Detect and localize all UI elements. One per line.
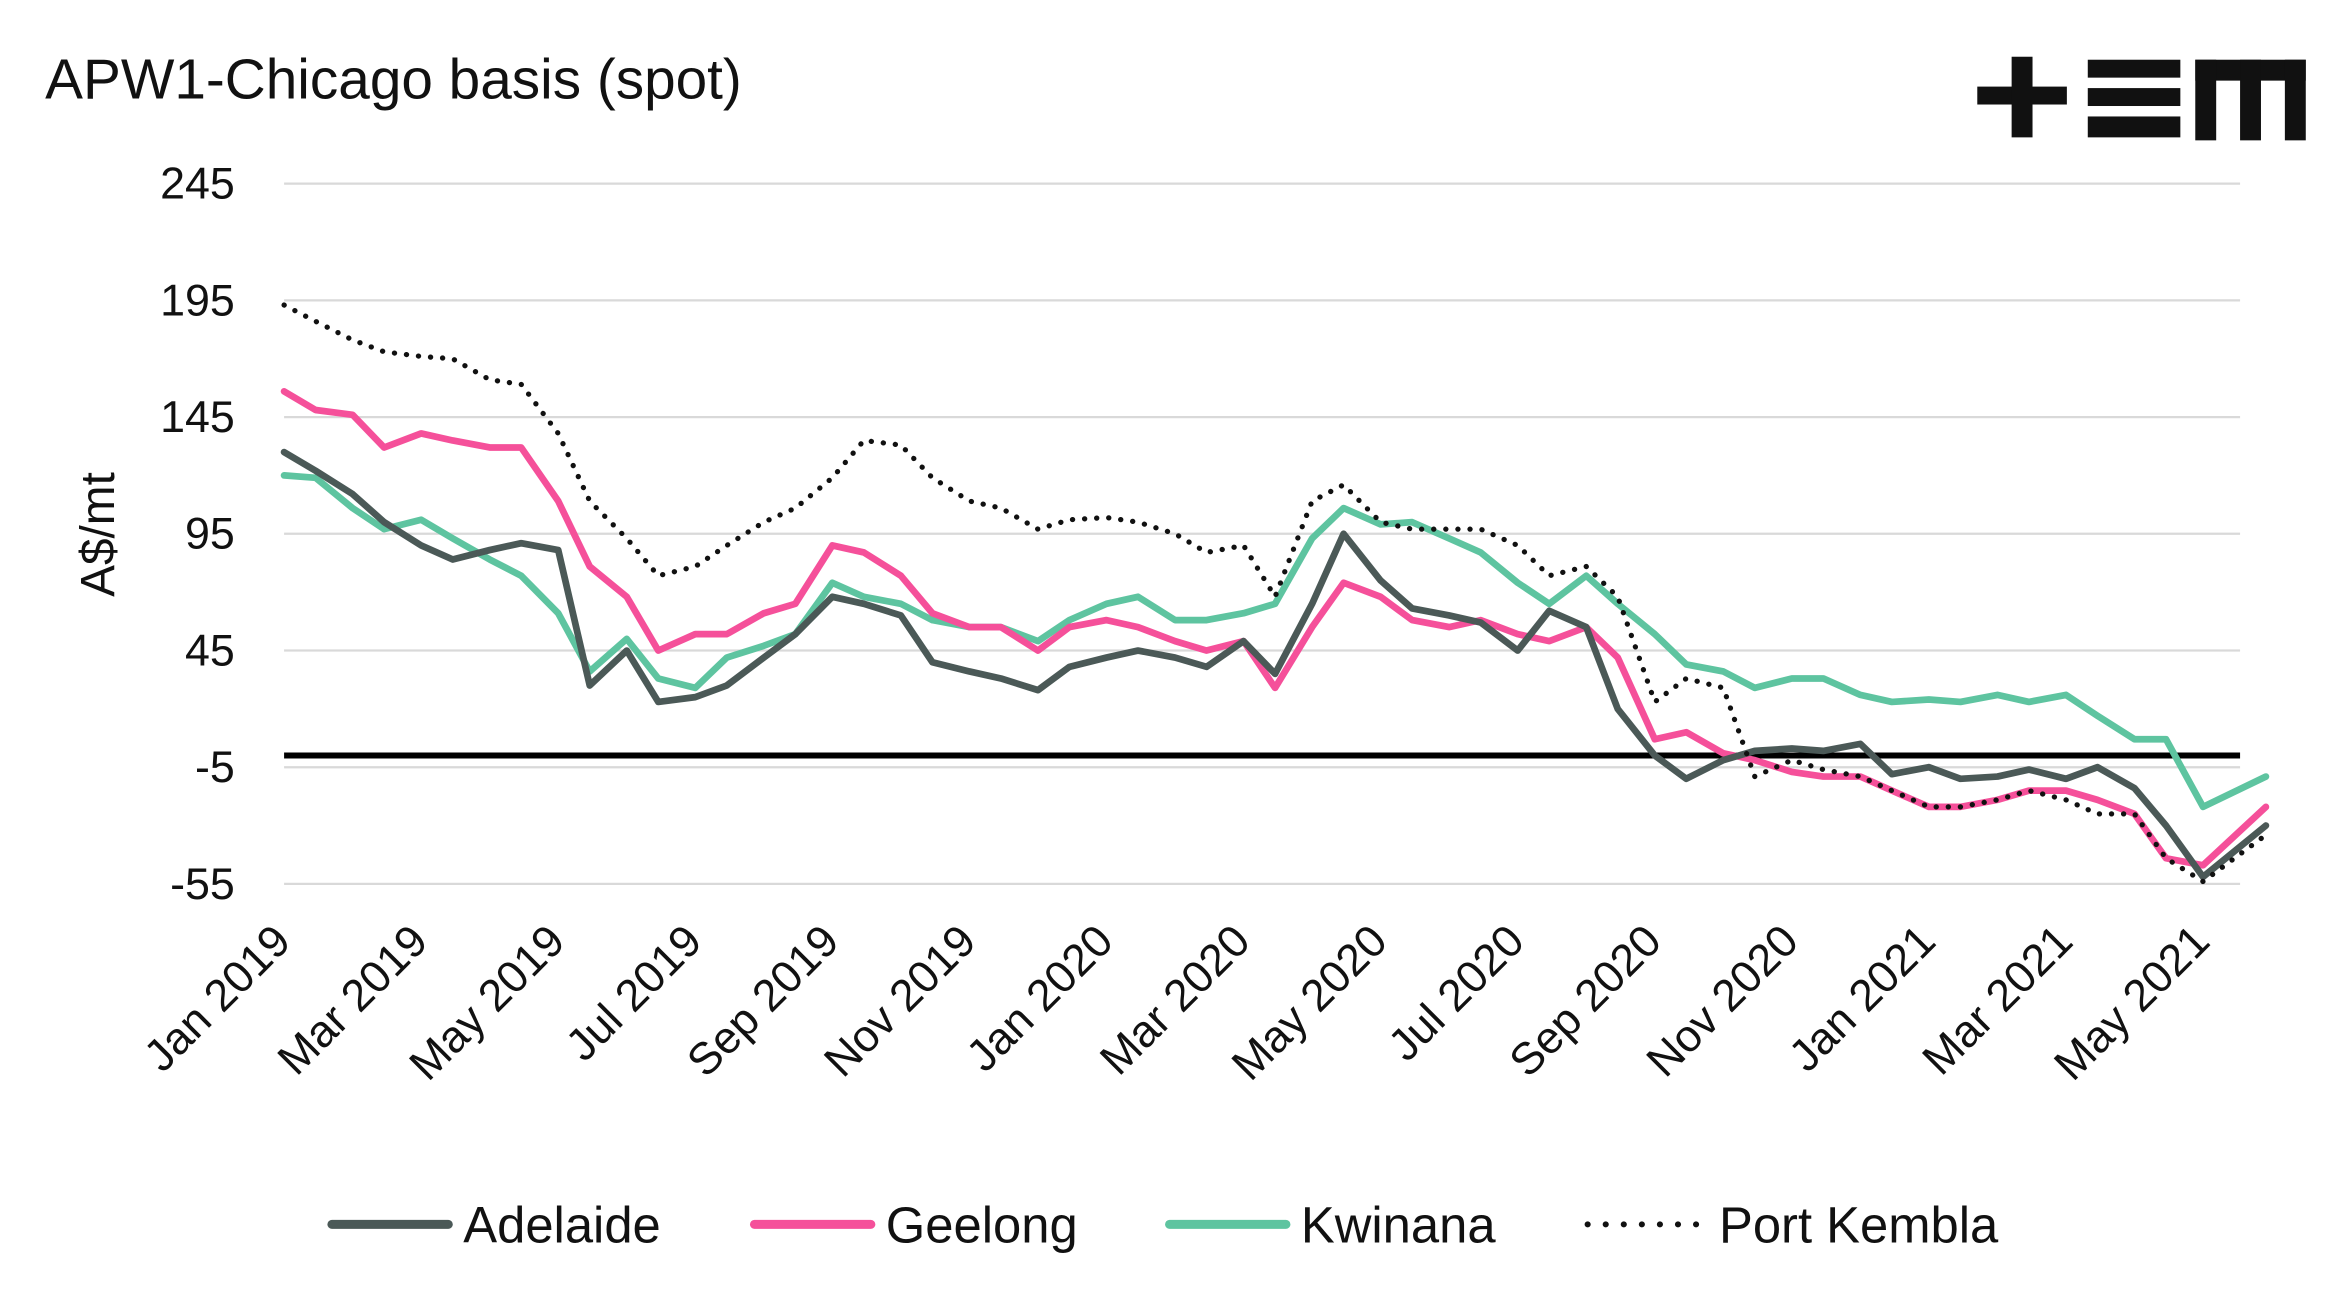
y-tick-label: 245 [160, 159, 235, 209]
legend-label: Port Kembla [1719, 1196, 1999, 1253]
y-axis-label: A$/mt [72, 472, 125, 597]
logo [1977, 56, 2306, 141]
y-tick-label: 95 [185, 509, 235, 559]
y-axis: 245 195 145 95 45 -5 -55 [160, 159, 235, 909]
legend-item: Geelong [749, 1196, 1078, 1253]
x-tick-label: Nov 2019 [815, 915, 986, 1086]
y-tick-label: 145 [160, 392, 235, 442]
legend-item: Adelaide [327, 1196, 661, 1253]
chart-title: APW1-Chicago basis (spot) [45, 49, 742, 112]
x-tick-label: Sep 2019 [677, 915, 848, 1086]
x-tick-label: Nov 2020 [1637, 915, 1808, 1086]
series-line-adelaide [280, 448, 2270, 881]
series-line-kwinana [280, 472, 2270, 811]
x-tick-label: Sep 2020 [1500, 915, 1671, 1086]
series-line-port-kembla [281, 302, 2269, 885]
legend: Adelaide Geelong Kwinana Port Kembla [327, 1196, 1999, 1253]
series-lines [280, 302, 2270, 885]
legend-label: Adelaide [463, 1196, 661, 1253]
y-tick-label: 45 [185, 625, 235, 675]
y-tick-label: -55 [170, 859, 235, 909]
legend-item: Port Kembla [1584, 1196, 1999, 1253]
series-line-geelong [280, 387, 2270, 869]
y-tick-label: -5 [195, 742, 235, 792]
legend-label: Kwinana [1301, 1196, 1496, 1253]
legend-label: Geelong [886, 1196, 1078, 1253]
y-tick-label: 195 [160, 275, 235, 325]
gridlines [284, 182, 2241, 886]
legend-item: Kwinana [1165, 1196, 1496, 1253]
